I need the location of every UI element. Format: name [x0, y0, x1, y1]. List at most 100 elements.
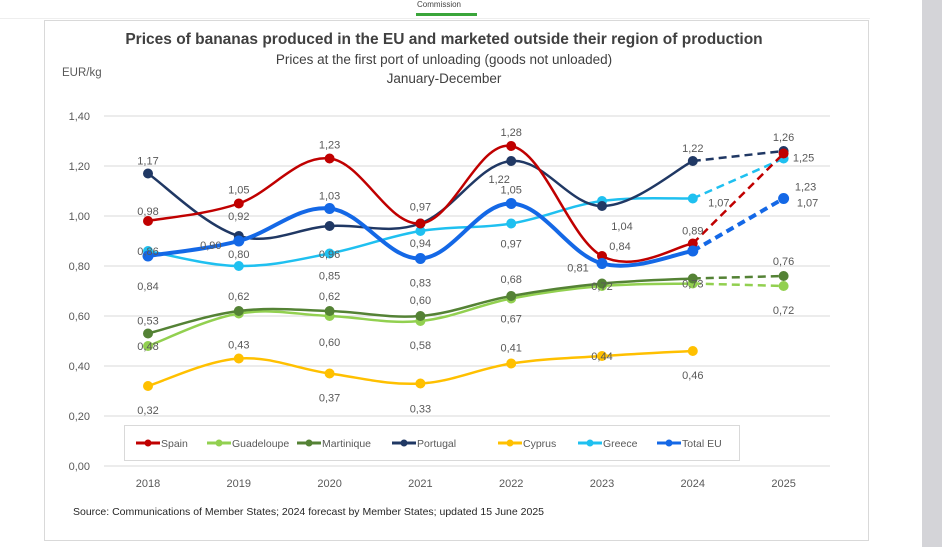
x-tick-label: 2020	[317, 478, 341, 490]
data-point-total-eu	[505, 198, 517, 209]
data-point-cyprus	[506, 358, 517, 369]
data-label: 1,07	[708, 198, 729, 210]
data-point-greece	[233, 261, 244, 271]
legend-item-spain[interactable]: Spain	[136, 438, 188, 450]
legend-item-martinique[interactable]: Martinique	[297, 438, 371, 450]
data-point-greece	[506, 218, 517, 229]
data-point-total-eu	[778, 193, 790, 204]
data-point-spain	[506, 141, 517, 151]
data-label: 0,98	[137, 206, 158, 218]
data-point-martinique	[506, 291, 517, 301]
data-label: 0,72	[773, 305, 794, 317]
y-tick-label: 1,00	[69, 211, 90, 223]
data-labels: 0,98 1,05 1,23 1,28 0,84 0,89 1,25 0,48 0,60 0,58…	[137, 127, 818, 417]
legend-item-greece[interactable]: Greece	[578, 438, 638, 450]
legend-item-portugal[interactable]: Portugal	[392, 438, 456, 450]
x-axis-ticks: 2018 2019 2020 2021 2022 2023 2024 2025	[136, 478, 796, 490]
series-spain	[143, 141, 789, 263]
data-point-spain	[324, 153, 335, 164]
legend-item-total-eu[interactable]: Total EU	[657, 438, 722, 450]
y-tick-label: 0,60	[69, 311, 90, 323]
data-point-guadeloupe	[778, 281, 789, 291]
data-label: 0,97	[410, 202, 431, 214]
data-point-martinique	[415, 311, 426, 321]
legend-marker-total-eu	[665, 439, 673, 447]
legend	[124, 425, 740, 461]
data-label: 0,41	[500, 343, 521, 355]
data-label: 1,28	[500, 127, 521, 139]
legend-label: Greece	[603, 438, 638, 450]
data-label: 1,04	[611, 221, 632, 233]
legend-label: Spain	[161, 438, 188, 450]
data-label: 0,89	[682, 226, 703, 238]
data-label: 1,23	[795, 182, 816, 194]
data-label: 0,84	[609, 241, 630, 253]
data-label: 1,05	[228, 185, 249, 197]
data-label: 0,86	[137, 246, 158, 258]
legend-marker-greece	[586, 439, 594, 447]
data-label: 0,92	[228, 211, 249, 223]
data-label: 0,48	[137, 341, 158, 353]
data-label: 0,90	[200, 240, 221, 252]
data-label: 0,33	[410, 404, 431, 416]
data-label: 0,43	[228, 340, 249, 352]
x-tick-label: 2022	[499, 478, 523, 490]
x-tick-label: 2025	[771, 478, 795, 490]
data-label: 0,81	[567, 263, 588, 275]
data-point-spain	[143, 216, 153, 226]
legend-label: Martinique	[322, 438, 371, 450]
data-point-total-eu	[142, 250, 154, 262]
data-point-portugal	[143, 168, 153, 179]
legend-item-cyprus[interactable]: Cyprus	[498, 438, 556, 450]
data-label: 1,07	[797, 198, 818, 210]
forecast-line-greece	[692, 157, 785, 200]
data-point-total-eu	[324, 203, 336, 214]
data-label: 0,94	[410, 238, 431, 250]
y-axis-ticks: 0,00 0,20 0,40 0,60 0,80 1,00 1,20 1,40	[69, 111, 90, 473]
data-point-greece	[687, 193, 698, 204]
data-label: 0,83	[410, 278, 431, 290]
y-tick-label: 0,00	[69, 461, 90, 473]
data-point-spain	[778, 148, 789, 159]
data-label: 1,22	[682, 143, 703, 155]
data-label: 0,62	[319, 291, 340, 303]
commission-tab[interactable]: Commission	[417, 0, 462, 9]
y-axis-unit-label: EUR/kg	[62, 67, 102, 79]
legend-marker-spain	[144, 439, 152, 447]
forecast-line-spain	[691, 152, 785, 245]
data-point-cyprus	[687, 346, 698, 356]
legend-item-guadeloupe[interactable]: Guadeloupe	[207, 438, 289, 450]
data-point-total-eu	[233, 235, 245, 247]
series-martinique	[143, 271, 789, 339]
data-label: 1,23	[319, 140, 340, 152]
data-point-cyprus	[415, 378, 426, 389]
series-cyprus	[143, 346, 698, 391]
data-point-martinique	[778, 271, 789, 281]
legend-marker-cyprus	[506, 439, 514, 447]
x-tick-label: 2023	[590, 478, 614, 490]
legend-label: Guadeloupe	[232, 438, 289, 450]
x-tick-label: 2021	[408, 478, 432, 490]
forecast-line-martinique	[692, 274, 784, 280]
data-label: 0,67	[500, 314, 521, 326]
data-point-spain	[597, 251, 607, 261]
data-point-total-eu	[414, 253, 426, 264]
data-label: 0,76	[773, 256, 794, 268]
x-tick-label: 2018	[136, 478, 160, 490]
data-label: 0,68	[500, 274, 521, 286]
data-label: 1,05	[500, 185, 521, 197]
y-tick-label: 0,20	[69, 411, 90, 423]
data-point-portugal	[597, 201, 607, 211]
data-label: 0,46	[682, 370, 703, 382]
data-label: 0,53	[137, 316, 158, 328]
x-tick-label: 2024	[681, 478, 705, 490]
vertical-scrollbar[interactable]	[922, 0, 942, 547]
data-point-portugal	[506, 156, 517, 166]
data-label: 0,37	[319, 393, 340, 405]
data-point-spain	[687, 238, 698, 249]
data-label: 0,58	[410, 340, 431, 352]
data-label: 1,25	[793, 153, 814, 165]
data-label: 0,44	[591, 351, 612, 363]
y-tick-label: 0,40	[69, 361, 90, 373]
